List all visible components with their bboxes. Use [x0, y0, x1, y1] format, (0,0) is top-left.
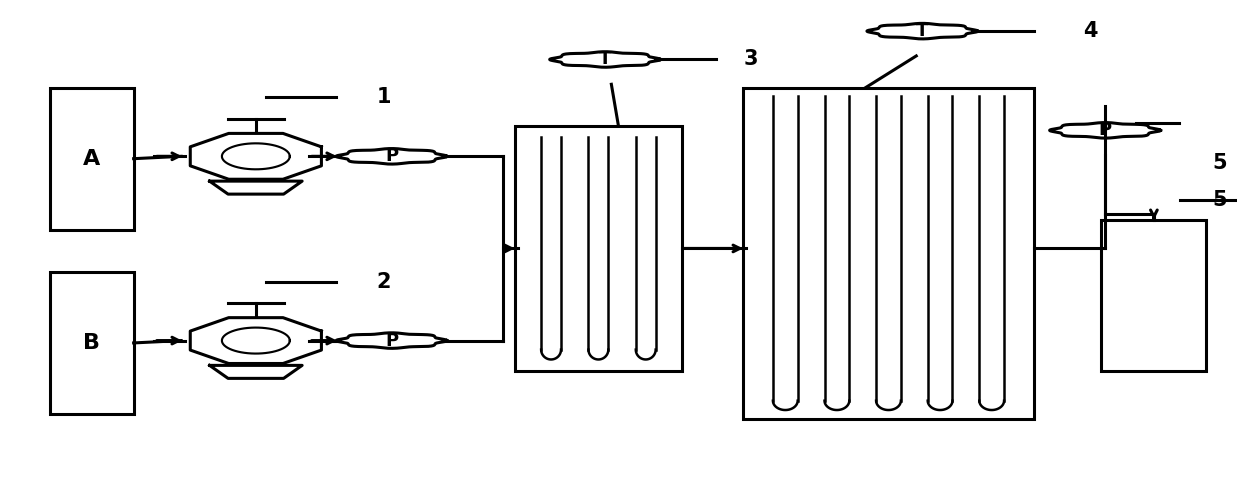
Text: P: P [1099, 121, 1112, 140]
Text: P: P [386, 147, 398, 165]
Text: 2: 2 [377, 272, 392, 292]
Polygon shape [210, 181, 303, 194]
Text: A: A [83, 149, 100, 169]
Text: P: P [386, 332, 398, 349]
Text: 5: 5 [1213, 190, 1228, 210]
Polygon shape [867, 23, 978, 39]
Polygon shape [336, 333, 448, 348]
Text: T: T [599, 51, 611, 68]
Polygon shape [1050, 122, 1161, 138]
Text: T: T [916, 22, 929, 40]
Polygon shape [336, 149, 448, 164]
Text: 3: 3 [744, 49, 758, 69]
Text: 1: 1 [377, 87, 392, 107]
Polygon shape [210, 365, 303, 379]
Text: 5: 5 [1213, 153, 1228, 174]
Bar [515, 126, 682, 371]
Polygon shape [190, 318, 321, 363]
Bar [50, 272, 134, 414]
Bar [50, 88, 134, 229]
Text: B: B [83, 333, 100, 353]
Polygon shape [222, 143, 290, 169]
Text: 4: 4 [1083, 21, 1097, 41]
Polygon shape [222, 327, 290, 354]
Bar [1101, 220, 1207, 371]
Bar [744, 88, 1033, 419]
Polygon shape [549, 52, 661, 67]
Polygon shape [190, 133, 321, 179]
